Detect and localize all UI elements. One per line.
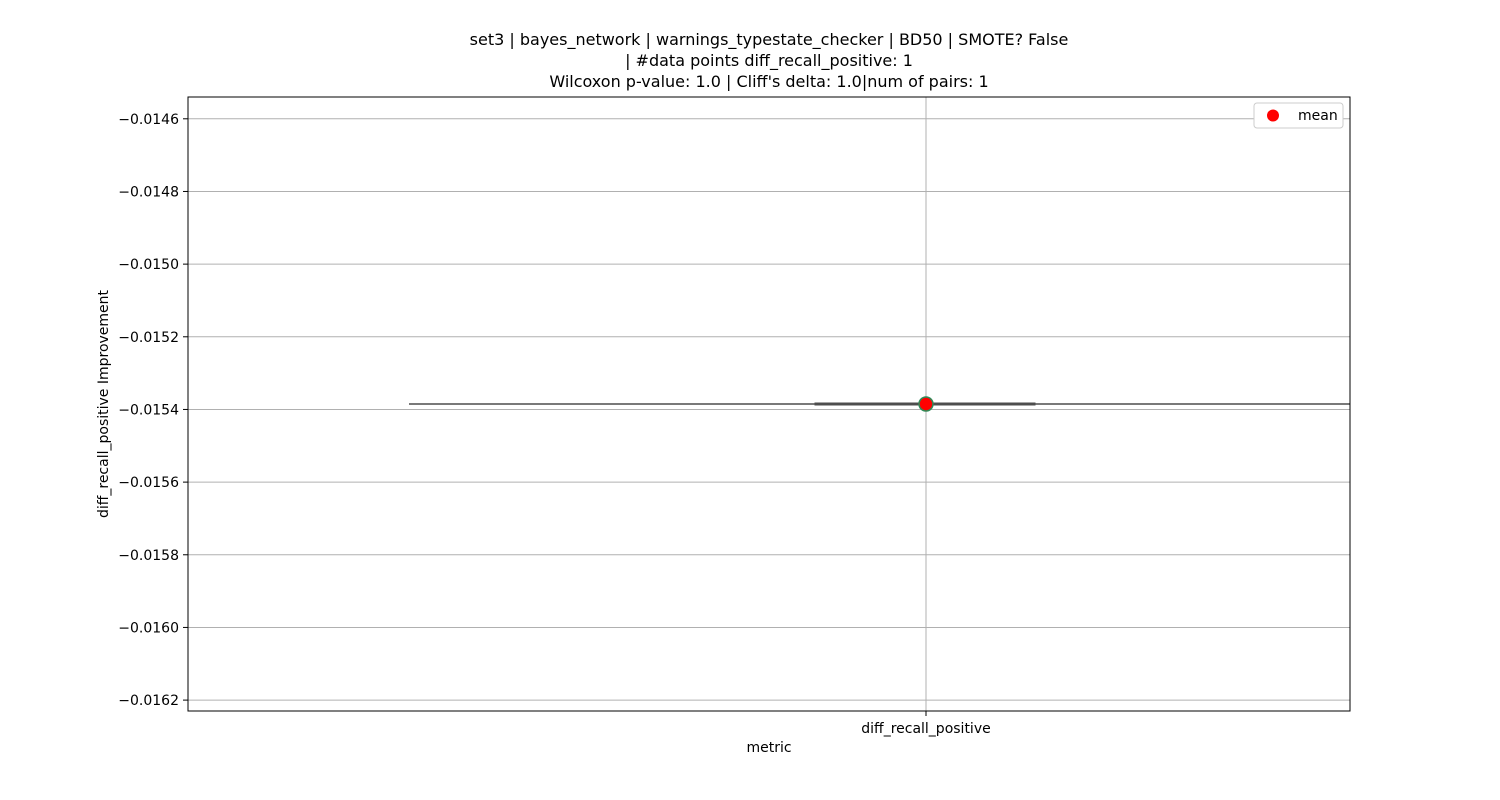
legend-mean-marker: [1267, 109, 1279, 122]
chart-title-line-2: | #data points diff_recall_positive: 1: [625, 51, 913, 70]
y-tick-label: −0.0148: [118, 184, 179, 200]
legend-label-mean: mean: [1298, 108, 1338, 124]
y-tick-label: −0.0152: [118, 330, 179, 346]
mean-marker: [918, 396, 934, 412]
legend-box: [1253, 102, 1344, 129]
chart-title-line-1: set3 | bayes_network | warnings_typestat…: [469, 30, 1069, 49]
y-tick-label: −0.0146: [118, 112, 179, 128]
plot-frame: [187, 96, 1351, 712]
y-axis-label: diff_recall_positive Improvement: [96, 289, 112, 518]
tick-labels: −0.0146 −0.0148 −0.0150 −0.0152 −0.0154 −0.01…: [118, 112, 990, 737]
chart-marks: [409, 396, 1350, 412]
legend: mean: [1253, 102, 1344, 129]
y-tick-label: −0.0162: [118, 693, 179, 709]
chart-title-line-3: Wilcoxon p-value: 1.0 | Cliff's delta: 1…: [549, 72, 989, 91]
grid-lines: [188, 97, 1350, 711]
y-tick-label: −0.0154: [118, 402, 179, 418]
y-tick-label: −0.0150: [118, 257, 179, 273]
y-tick-label: −0.0158: [118, 548, 179, 564]
y-tick-label: −0.0160: [118, 620, 179, 636]
x-axis-label: metric: [746, 740, 791, 756]
x-tick-label: diff_recall_positive: [861, 721, 990, 737]
y-tick-label: −0.0156: [118, 475, 179, 491]
